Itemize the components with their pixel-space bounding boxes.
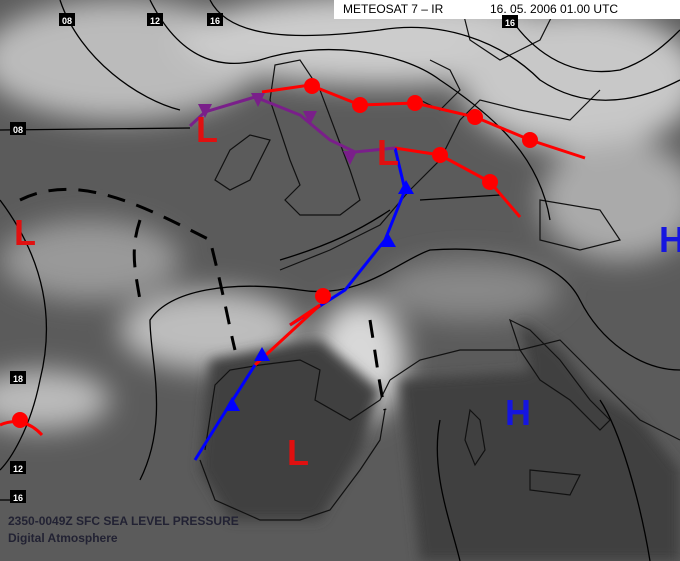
isobar-label-box (10, 371, 26, 384)
occluded-front-symbol (303, 111, 317, 125)
satellite-name: METEOSAT 7 – IR (343, 2, 444, 16)
occluded-front-symbol (251, 93, 265, 107)
stationary-front (253, 303, 322, 367)
isobar-label: 16 (13, 493, 23, 503)
header-banner (334, 0, 680, 19)
cold-front-symbol (380, 233, 396, 247)
cold-front-symbol (224, 397, 240, 411)
isobar-label: 16 (505, 18, 515, 28)
warm-front-symbol (352, 97, 368, 113)
pressure-center: L (287, 432, 309, 473)
warm-front-symbol (12, 412, 28, 428)
pressure-center: L (196, 109, 218, 150)
warm-front-symbol (407, 95, 423, 111)
cold-front-symbol (398, 180, 414, 194)
isobar-label-box (207, 13, 223, 26)
timestamp: 16. 05. 2006 01.00 UTC (490, 2, 618, 16)
isobar-label-box (10, 122, 26, 135)
product-label: 2350-0049Z SFC SEA LEVEL PRESSURE (8, 514, 239, 528)
isobar-label: 12 (13, 464, 23, 474)
pressure-center: L (377, 132, 399, 173)
fronts (0, 78, 586, 461)
warm-front-symbol (315, 288, 331, 304)
warm-front-symbol (432, 147, 448, 163)
cold-front (193, 364, 257, 461)
isobar-label: 08 (13, 125, 23, 135)
isobar-label: 16 (210, 16, 220, 26)
warm-front-symbol (304, 78, 320, 94)
warm-front-symbol (467, 109, 483, 125)
warm-front (394, 146, 522, 218)
troughs (19, 187, 387, 411)
pressure-center: H (659, 219, 680, 260)
isobar-label-box (10, 461, 26, 474)
cloud-cover (0, 0, 680, 430)
isobar-label: 08 (62, 16, 72, 26)
isobar-label-box (502, 15, 518, 28)
isobar-label-box (10, 490, 26, 503)
occluded-front-symbol (343, 151, 357, 165)
warm-front-symbol (522, 132, 538, 148)
isobar-label: 18 (13, 374, 23, 384)
warm-front-symbol (482, 174, 498, 190)
cold-front-symbol (254, 347, 270, 361)
pressure-center: H (505, 392, 531, 433)
source-label: Digital Atmosphere (8, 531, 118, 545)
pressure-center: L (14, 212, 36, 253)
isobar-label-box (59, 13, 75, 26)
occluded-front-symbol (198, 104, 212, 118)
isobar-label: 12 (150, 16, 160, 26)
isobar-label-box (147, 13, 163, 26)
